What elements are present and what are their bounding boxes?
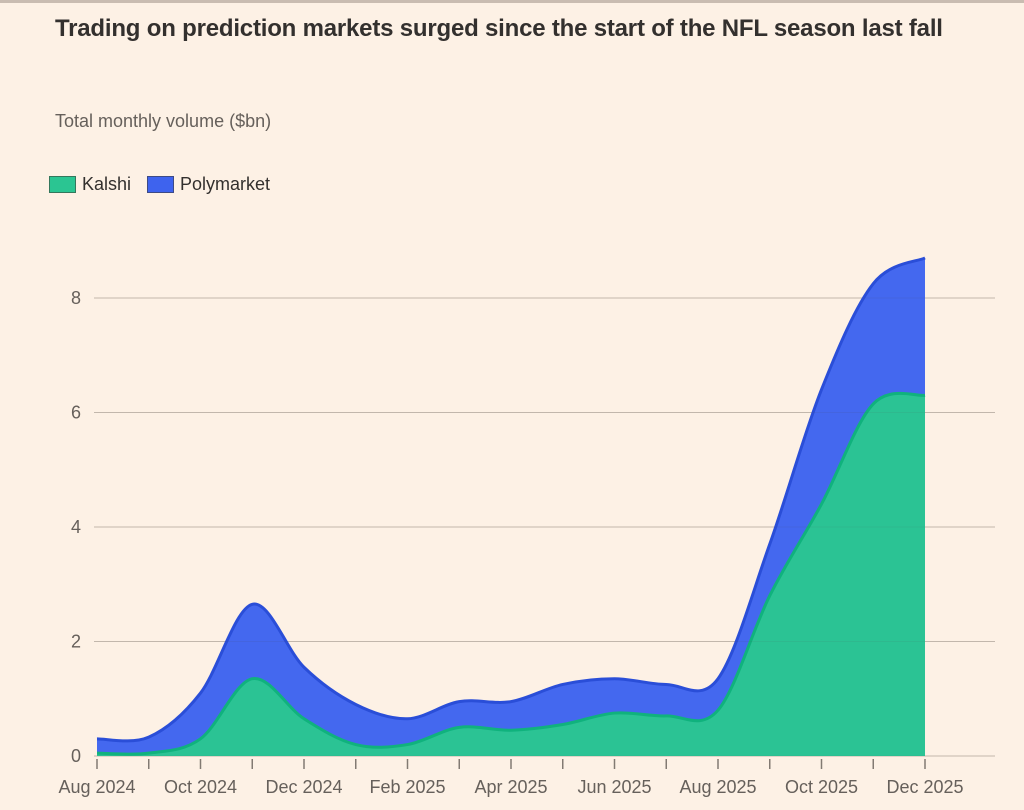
- x-axis-label: Aug 2024: [58, 777, 135, 797]
- stacked-area-chart: 0 2 4 6 8 Aug 2024 Oct 2024 Dec 2024 Feb 2025 Apr…: [58, 256, 995, 797]
- y-axis-label-0: 0: [71, 746, 81, 766]
- legend-swatch-kalshi: [49, 176, 76, 193]
- y-axis-label-4: 4: [71, 517, 81, 537]
- x-axis-label: Jun 2025: [577, 777, 651, 797]
- y-axis-label-6: 6: [71, 403, 81, 423]
- x-axis-label: Apr 2025: [474, 777, 547, 797]
- x-axis-label: Dec 2025: [886, 777, 963, 797]
- y-axis-label-8: 8: [71, 288, 81, 308]
- legend-swatch-polymarket: [147, 176, 175, 193]
- x-axis-label: Dec 2024: [265, 777, 342, 797]
- x-axis-label: Feb 2025: [369, 777, 445, 797]
- kalshi-top-edge: [96, 391, 926, 756]
- legend-label: Polymarket: [180, 174, 271, 194]
- x-axis-label: Oct 2024: [164, 777, 237, 797]
- x-axis-label: Aug 2025: [679, 777, 756, 797]
- y-axis-label-2: 2: [71, 632, 81, 652]
- kalshi-area: [97, 393, 925, 756]
- chart-title: Trading on prediction markets surged sin…: [55, 15, 943, 42]
- x-axis-label: Oct 2025: [785, 777, 858, 797]
- polymarket-top-edge: [96, 256, 926, 743]
- chart-subtitle: Total monthly volume ($bn): [55, 111, 272, 131]
- chart-legend: Kalshi Polymarket: [49, 174, 270, 195]
- legend-item-kalshi: Kalshi: [49, 174, 131, 195]
- legend-item-polymarket: Polymarket: [147, 174, 270, 195]
- legend-label: Kalshi: [82, 174, 132, 194]
